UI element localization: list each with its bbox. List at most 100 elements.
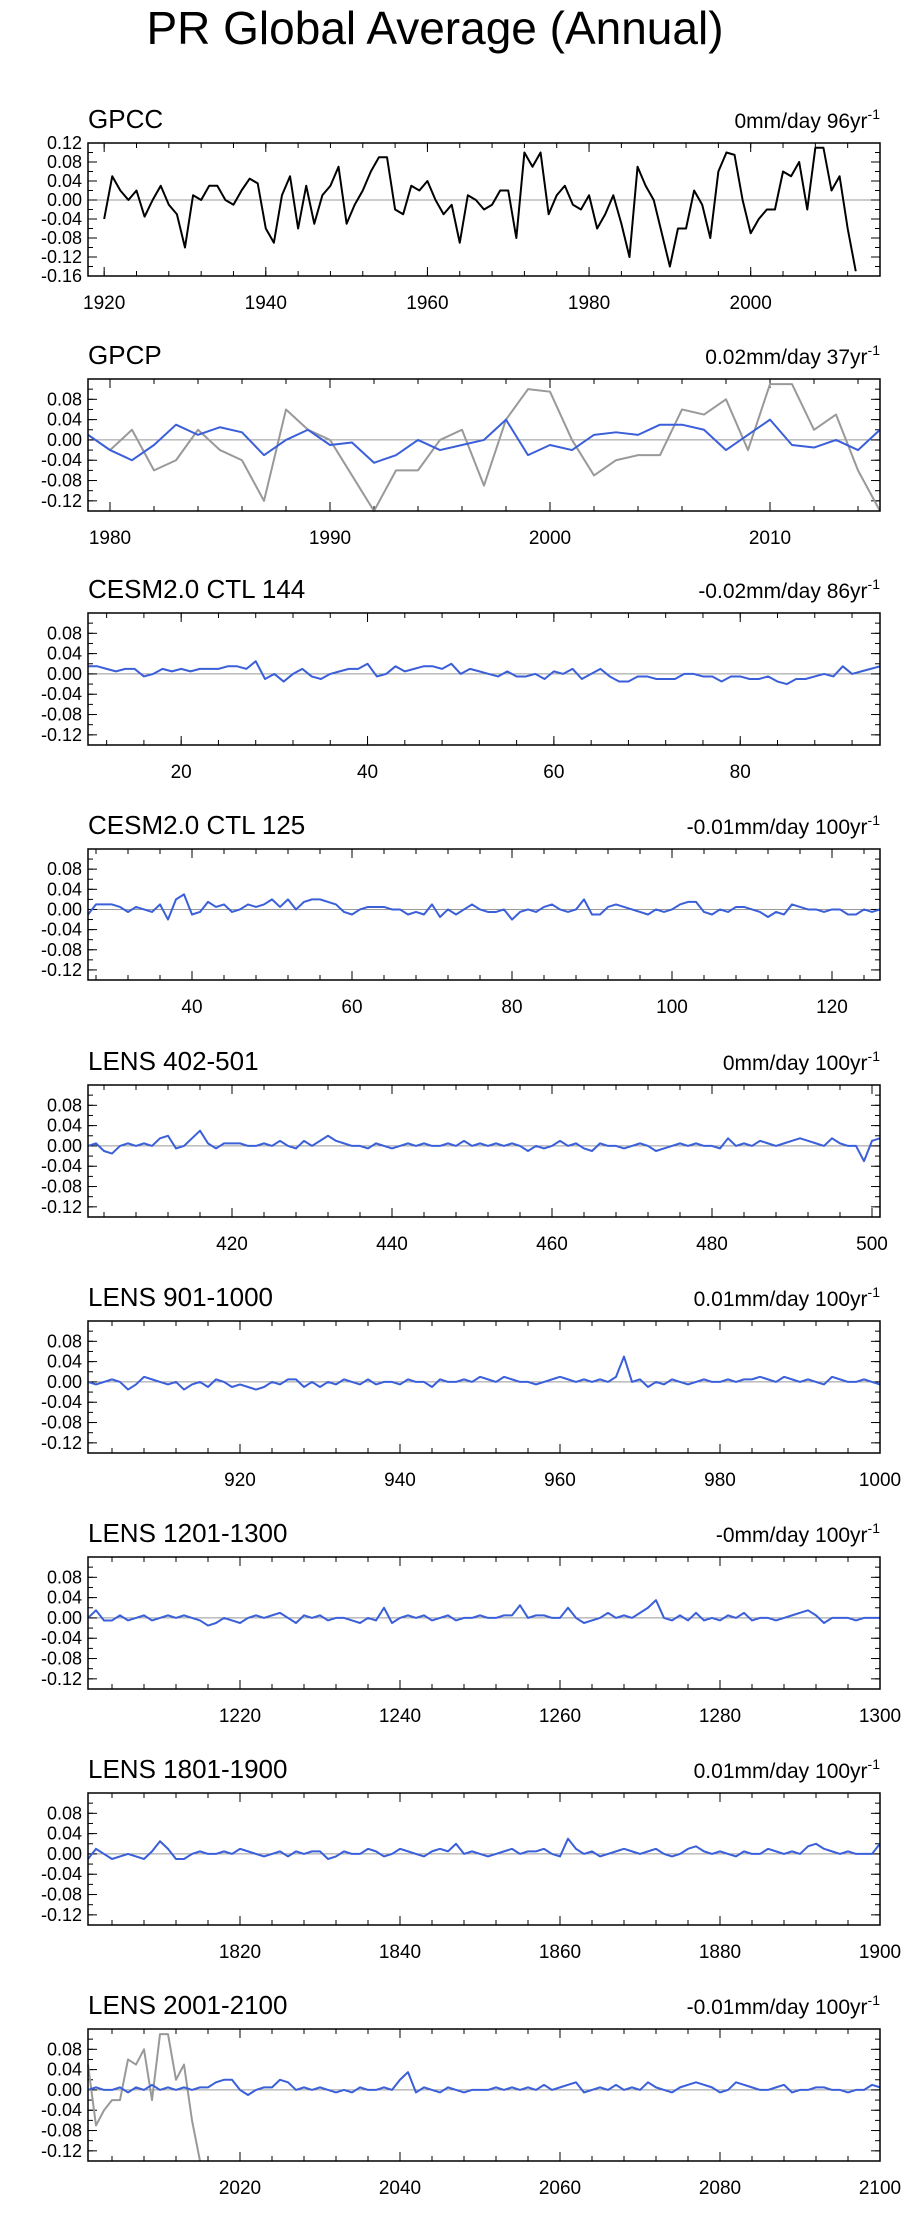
x-tick-label: 60	[543, 762, 564, 783]
trend-label: 0mm/day 96yr-1	[735, 106, 881, 133]
x-tick-label: 1300	[859, 1706, 901, 1727]
y-tick-label: 0.08	[47, 1095, 82, 1115]
x-tick-label: 2060	[539, 2178, 581, 2199]
x-tick-label: 1000	[859, 1470, 901, 1491]
y-tick-label: 0.00	[47, 1844, 82, 1864]
trend-value: 0.02mm/day 37yr	[705, 346, 867, 369]
y-tick-label: -0.04	[41, 1156, 82, 1176]
x-tick-label: 2080	[699, 2178, 741, 2199]
y-tick-label: 0.04	[47, 1588, 82, 1608]
x-tick-label: 1820	[219, 1942, 261, 1963]
y-tick-label: -0.12	[41, 960, 82, 980]
x-tick-label: 1980	[89, 528, 131, 549]
plot-frame	[87, 1320, 881, 1454]
trend-exponent: -1	[868, 1520, 881, 1536]
y-tick-label: -0.12	[41, 2141, 82, 2161]
trend-exponent: -1	[868, 1756, 881, 1772]
x-tick-label: 920	[224, 1470, 256, 1491]
trend-label: -0.01mm/day 100yr-1	[687, 812, 881, 839]
x-tick-label: 80	[501, 997, 522, 1018]
x-tick-label: 420	[216, 1234, 248, 1255]
trend-value: -0.01mm/day 100yr	[687, 1996, 868, 2019]
panel-title: CESM2.0 CTL 144	[88, 574, 305, 604]
x-tick-label: 2000	[730, 293, 772, 314]
trend-label: -0mm/day 100yr-1	[716, 1520, 880, 1547]
y-tick-label: -0.04	[41, 1864, 82, 1884]
y-tick-label: 0.00	[47, 2080, 82, 2100]
y-tick-label: -0.12	[41, 247, 82, 267]
x-tick-label: 2010	[749, 528, 791, 549]
y-tick-label: -0.16	[41, 266, 82, 286]
series-lens	[87, 1837, 881, 1860]
y-tick-label: -0.04	[41, 1392, 82, 1412]
x-tick-label: 1280	[699, 1706, 741, 1727]
y-tick-label: -0.04	[41, 684, 82, 704]
x-tick-label: 40	[181, 997, 202, 1018]
y-tick-label: 0.08	[47, 623, 82, 643]
panel-title: GPCP	[88, 340, 162, 370]
trend-exponent: -1	[868, 1284, 881, 1300]
plot-frame	[87, 2028, 881, 2162]
y-tick-label: 0.04	[47, 644, 82, 664]
panel-9: LENS 2001-2100 -0.01mm/day 100yr-10.080.0…	[41, 1990, 901, 2199]
x-tick-label: 1240	[379, 1706, 421, 1727]
x-tick-label: 440	[376, 1234, 408, 1255]
x-tick-label: 100	[656, 997, 688, 1018]
panel-title: LENS 1801-1900	[88, 1754, 287, 1784]
y-tick-label: 0.00	[47, 1608, 82, 1628]
trend-label: 0.01mm/day 100yr-1	[694, 1284, 881, 1311]
y-tick-label: -0.04	[41, 2100, 82, 2120]
x-tick-label: 60	[341, 997, 362, 1018]
trend-label: -0.02mm/day 86yr-1	[698, 576, 880, 603]
y-tick-label: 0.04	[47, 1116, 82, 1136]
y-tick-label: 0.04	[47, 1352, 82, 1372]
series-gpcc	[87, 2033, 201, 2162]
y-tick-label: -0.08	[41, 940, 82, 960]
y-tick-label: 0.00	[47, 190, 82, 210]
y-tick-label: 0.08	[47, 389, 82, 409]
trend-exponent: -1	[868, 1992, 881, 2008]
x-tick-label: 40	[357, 762, 378, 783]
x-tick-label: 2100	[859, 2178, 901, 2199]
panel-title: CESM2.0 CTL 125	[88, 810, 305, 840]
trend-value: -0.02mm/day 86yr	[698, 580, 867, 603]
trend-exponent: -1	[868, 106, 881, 122]
panel-title: LENS 402-501	[88, 1046, 259, 1076]
plot-frame	[87, 378, 881, 512]
y-tick-label: 0.00	[47, 1372, 82, 1392]
trend-value: 0.01mm/day 100yr	[694, 1760, 868, 1783]
plot-frame	[87, 1556, 881, 1690]
y-tick-label: -0.08	[41, 1885, 82, 1905]
x-tick-label: 1260	[539, 1706, 581, 1727]
y-tick-label: -0.04	[41, 209, 82, 229]
y-tick-label: -0.08	[41, 1649, 82, 1669]
y-tick-label: -0.08	[41, 471, 82, 491]
panel-7: LENS 1201-1300 -0mm/day 100yr-1 0.080.040.…	[41, 1518, 901, 1727]
trend-label: 0.02mm/day 37yr-1	[705, 342, 880, 369]
plot-frame	[87, 848, 881, 981]
x-tick-label: 2020	[219, 2178, 261, 2199]
trend-value: 0mm/day 100yr	[723, 1052, 868, 1075]
panel-title: LENS 1201-1300	[88, 1518, 287, 1548]
x-tick-label: 120	[816, 997, 848, 1018]
trend-exponent: -1	[868, 1048, 881, 1064]
y-tick-label: -0.08	[41, 1413, 82, 1433]
x-tick-label: 1940	[245, 293, 287, 314]
x-tick-label: 2000	[529, 528, 571, 549]
trend-exponent: -1	[868, 576, 881, 592]
panel-6: LENS 901-1000 0.01mm/day 100yr-10.080.040…	[41, 1282, 901, 1491]
y-tick-label: 0.12	[47, 133, 82, 153]
y-tick-label: -0.12	[41, 725, 82, 745]
panel-4: CESM2.0 CTL 125 -0.01mm/day 100yr-10.080.…	[41, 810, 881, 1018]
x-tick-label: 980	[704, 1470, 736, 1491]
y-tick-label: 0.00	[47, 899, 82, 919]
panel-2: GPCP 0.02mm/day 37yr-10.080.040.00-0.04-0…	[41, 340, 881, 549]
y-tick-label: 0.08	[47, 1803, 82, 1823]
y-tick-label: 0.08	[47, 1331, 82, 1351]
series-lens	[87, 1599, 880, 1627]
y-tick-label: 0.04	[47, 879, 82, 899]
x-tick-label: 1980	[568, 293, 610, 314]
y-tick-label: 0.04	[47, 171, 82, 191]
series-lens	[87, 2071, 881, 2096]
y-tick-label: -0.04	[41, 920, 82, 940]
